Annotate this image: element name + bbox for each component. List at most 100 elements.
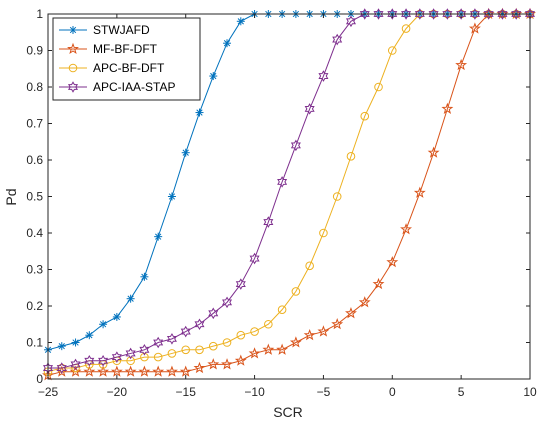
y-axis-label: Pd [3, 188, 19, 205]
y-tick-label: 1 [36, 7, 43, 21]
data-point [277, 305, 287, 314]
data-point [71, 338, 80, 347]
data-point [126, 356, 135, 366]
data-point [414, 8, 425, 20]
data-point [372, 277, 385, 290]
data-point [56, 362, 67, 374]
x-tick-label: 0 [389, 385, 396, 399]
data-point [318, 70, 329, 82]
data-point [319, 228, 328, 238]
data-point [57, 342, 66, 351]
data-point [264, 319, 273, 329]
legend-label: APC-BF-DFT [93, 61, 165, 75]
data-point [222, 296, 233, 309]
data-point [98, 354, 109, 367]
data-point [153, 352, 163, 362]
data-point [442, 8, 453, 20]
legend-marker [67, 81, 79, 93]
series-2 [42, 7, 536, 381]
legend-label: MF-BF-DFT [93, 42, 158, 56]
data-point [181, 345, 191, 355]
data-point [208, 307, 219, 320]
data-point [166, 365, 178, 377]
data-point [193, 361, 206, 374]
data-point [345, 307, 357, 319]
x-tick-label: 5 [458, 385, 465, 399]
data-point [358, 296, 371, 308]
data-point [194, 318, 205, 331]
legend-marker [69, 26, 77, 34]
y-tick-label: 0.3 [26, 263, 43, 277]
data-point [291, 287, 301, 296]
data-point [303, 328, 316, 341]
data-point [235, 278, 246, 290]
y-tick-label: 0.8 [26, 80, 43, 94]
x-tick-label: −10 [244, 385, 265, 399]
data-point [387, 46, 397, 55]
data-point [112, 312, 121, 321]
data-point [236, 17, 245, 26]
data-point [167, 349, 177, 358]
data-point [124, 365, 137, 377]
data-point [289, 336, 302, 348]
data-point [346, 152, 356, 161]
legend-label: STWJAFD [93, 23, 150, 37]
x-tick-label: −25 [38, 385, 59, 399]
data-point [125, 347, 136, 360]
legend-marker [67, 42, 79, 55]
data-point [386, 255, 399, 268]
data-point [166, 333, 177, 345]
data-point [359, 8, 370, 20]
legend-item-3: APC-BF-DFT [59, 61, 165, 75]
data-point [413, 186, 426, 198]
data-point [263, 216, 274, 228]
data-point [99, 320, 108, 329]
data-point [441, 102, 454, 114]
data-point [249, 252, 260, 265]
data-point [304, 103, 315, 115]
data-point [455, 58, 468, 71]
data-point [153, 336, 164, 349]
data-point [234, 354, 247, 366]
data-point [208, 341, 218, 351]
data-point [332, 33, 343, 46]
data-point [110, 365, 123, 377]
data-point [360, 111, 370, 121]
data-point [332, 192, 342, 201]
legend-label: APC-IAA-STAP [93, 80, 175, 94]
y-tick-label: 0.9 [26, 44, 43, 58]
y-tick-label: 0.7 [26, 117, 43, 131]
y-tick-label: 0.1 [26, 336, 43, 350]
legend-marker [68, 63, 78, 73]
y-tick-label: 0.4 [26, 226, 43, 240]
data-point [179, 365, 192, 377]
data-point [70, 358, 81, 371]
data-point [236, 330, 246, 340]
x-tick-label: −5 [317, 385, 331, 399]
data-point [276, 343, 289, 355]
data-point [111, 351, 122, 363]
data-point [331, 318, 344, 330]
data-point [427, 146, 440, 158]
x-tick-label: −20 [107, 385, 128, 399]
data-point [140, 272, 149, 281]
data-point [97, 365, 110, 377]
data-point [126, 294, 135, 303]
x-tick-label: 10 [523, 385, 537, 399]
legend [52, 17, 201, 101]
data-point [250, 327, 259, 336]
y-tick-label: 0.5 [26, 190, 43, 204]
data-point [248, 347, 261, 359]
data-point [374, 82, 383, 92]
data-point [140, 352, 149, 362]
data-point [195, 108, 204, 117]
y-tick-label: 0.6 [26, 153, 43, 167]
data-point [83, 365, 96, 377]
data-point [401, 24, 411, 33]
data-point [209, 72, 218, 81]
data-point [290, 139, 301, 152]
data-point [84, 354, 95, 367]
data-point [85, 331, 94, 340]
data-point [138, 365, 151, 377]
